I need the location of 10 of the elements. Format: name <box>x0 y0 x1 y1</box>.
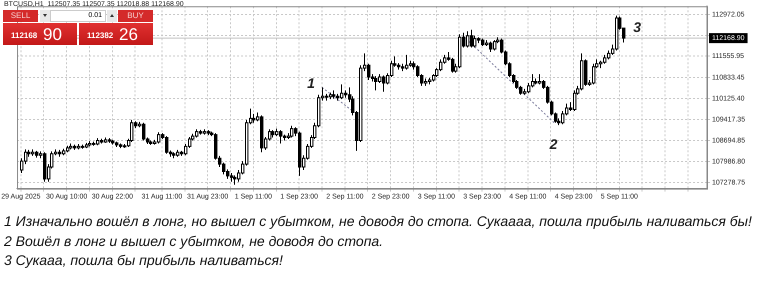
text: 2 Вошёл в лонг и вышел с убытком, не доводя до стопа. <box>4 232 384 251</box>
annotation: 3 <box>633 18 642 35</box>
annotation: 112168 90 <box>11 25 62 45</box>
annotation: SELL <box>3 10 38 22</box>
annotation: 112382 26 <box>87 25 138 45</box>
annotation: 1 <box>307 75 316 92</box>
annotation: 2 <box>548 136 558 152</box>
text: 1 Изначально вошёл в лонг, но вышел с убытком, не доводя до стопа. Сукаааа, пошла прибыль наливаться бы! <box>4 212 753 231</box>
annotation: BUY <box>118 10 153 22</box>
text: 3 Сукааа, пошла бы прибыль наливаться! <box>4 251 284 270</box>
